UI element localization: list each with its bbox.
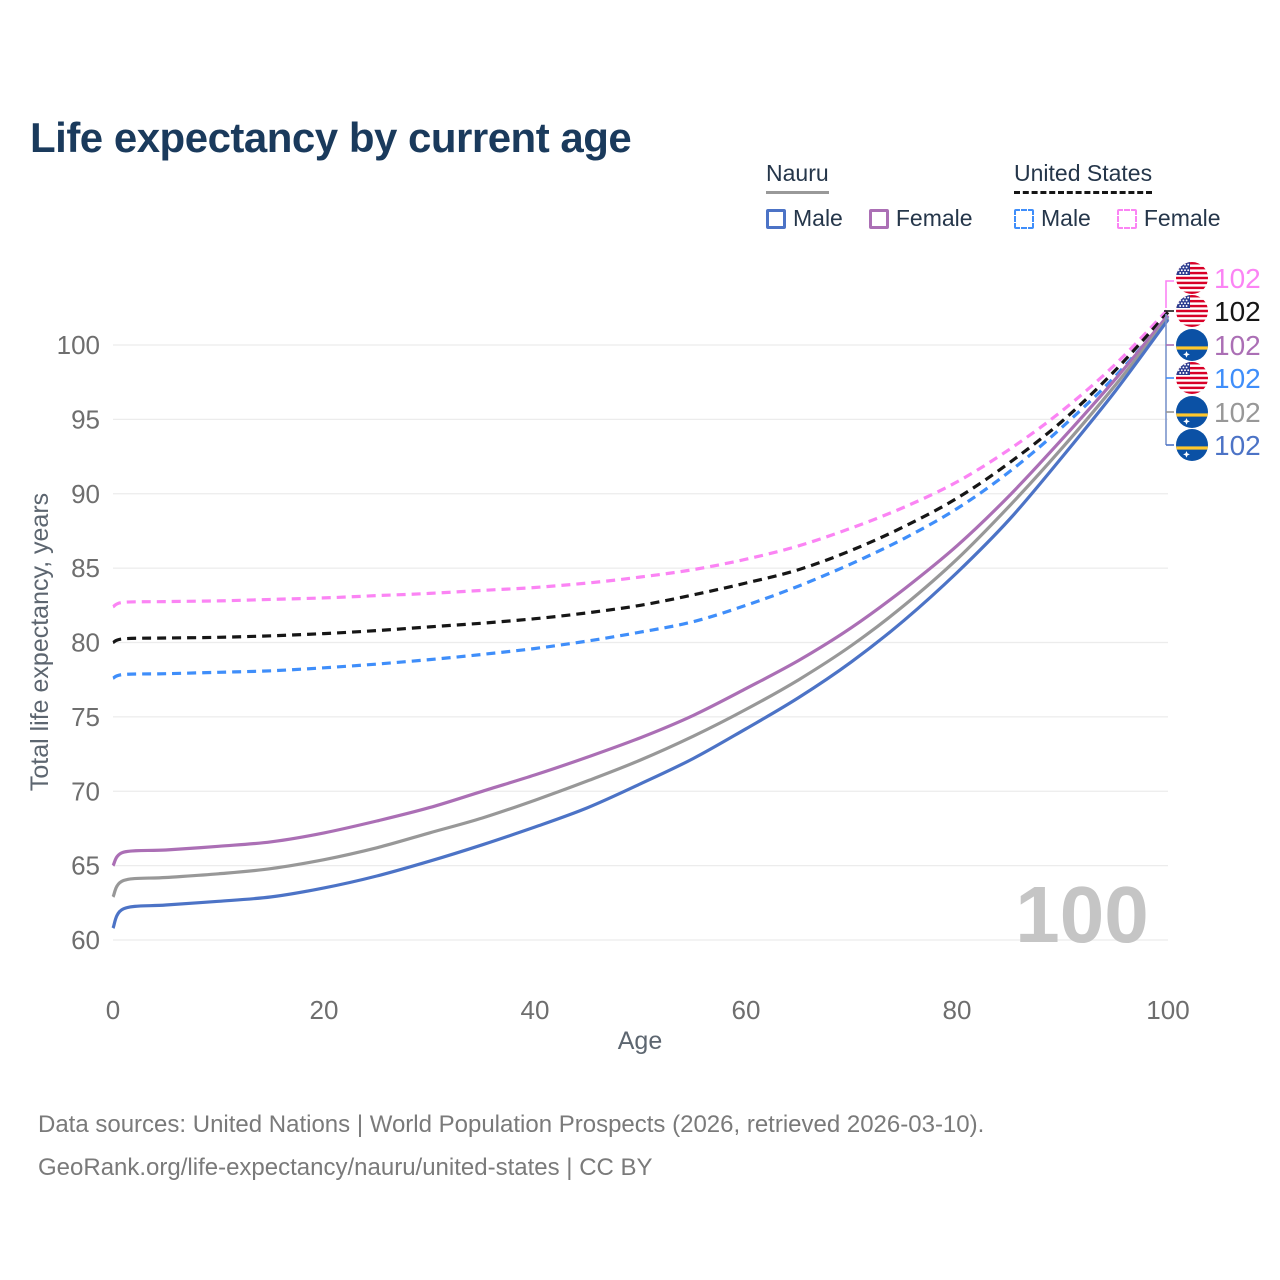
endpoint-row-us-female: 102 bbox=[1176, 262, 1261, 294]
endpoint-value: 102 bbox=[1214, 330, 1261, 361]
y-tick-label: 75 bbox=[71, 702, 100, 732]
series-line-united-states-both-sexes bbox=[112, 311, 1170, 645]
legend-label-nauru-female: Female bbox=[895, 205, 973, 231]
legend-items-nauru: Male Female bbox=[766, 205, 973, 232]
y-tick-label: 65 bbox=[71, 851, 100, 881]
nauru-male-swatch-icon bbox=[766, 208, 786, 229]
leader-us-female bbox=[1165, 280, 1174, 308]
series-line-united-states-female bbox=[112, 308, 1170, 609]
legend-label-us-male: Male bbox=[1041, 205, 1091, 231]
us-flag-icon bbox=[1176, 262, 1208, 294]
x-tick-label: 100 bbox=[1146, 995, 1189, 1025]
series-line-nauru-male bbox=[111, 318, 1170, 929]
series-line-nauru-female bbox=[111, 314, 1170, 867]
x-tick-label: 80 bbox=[943, 995, 972, 1025]
y-tick-label: 85 bbox=[71, 553, 100, 583]
legend-country-united-states[interactable]: United States bbox=[1014, 160, 1153, 194]
legend-group-nauru: Nauru Male Female bbox=[766, 160, 973, 232]
footer: Data sources: United Nations | World Pop… bbox=[38, 1103, 984, 1189]
us-flag-icon bbox=[1176, 362, 1208, 394]
nauru-flag-icon bbox=[1176, 396, 1208, 428]
nauru-female-swatch-icon bbox=[868, 208, 889, 229]
x-tick-label: 60 bbox=[732, 995, 761, 1025]
legend-label-nauru-male: Male bbox=[793, 205, 843, 231]
x-tick-label: 40 bbox=[521, 995, 550, 1025]
x-axis-title: Age bbox=[618, 1027, 662, 1055]
endpoint-labels: 102 102 102 102 102 102 bbox=[1176, 262, 1261, 461]
y-tick-label: 90 bbox=[71, 479, 100, 509]
y-tick-label: 80 bbox=[71, 628, 100, 658]
legend-label-us-female: Female bbox=[1143, 205, 1221, 231]
y-axis-title: Total life expectancy, years bbox=[26, 493, 54, 791]
age-indicator-watermark: 100 bbox=[1015, 870, 1148, 959]
y-tick-label: 95 bbox=[71, 404, 100, 434]
us-female-swatch-icon bbox=[1116, 208, 1137, 229]
legend-item-us-female[interactable]: Female bbox=[1116, 205, 1221, 232]
nauru-flag-icon bbox=[1176, 429, 1208, 461]
endpoint-value: 102 bbox=[1214, 430, 1261, 461]
nauru-flag-icon bbox=[1176, 329, 1208, 361]
series-line-nauru-both-sexes bbox=[111, 317, 1170, 898]
legend-item-us-male[interactable]: Male bbox=[1014, 205, 1091, 232]
legend-group-united-states: United States Male Female bbox=[1014, 160, 1221, 232]
endpoint-row-us-both: 102 bbox=[1176, 295, 1261, 327]
legend-items-united-states: Male Female bbox=[1014, 205, 1221, 232]
series-line-united-states-male bbox=[112, 315, 1170, 680]
x-tick-label: 0 bbox=[106, 995, 120, 1025]
y-axis-tick-labels: 60 65 70 75 80 85 90 95 100 bbox=[57, 330, 100, 955]
y-tick-label: 100 bbox=[57, 330, 100, 360]
endpoint-row-nauru-male: 102 bbox=[1176, 429, 1261, 461]
footer-data-sources: Data sources: United Nations | World Pop… bbox=[38, 1111, 985, 1138]
endpoint-row-nauru-both: 102 bbox=[1176, 396, 1261, 428]
legend-item-nauru-female[interactable]: Female bbox=[868, 205, 973, 232]
us-male-swatch-icon bbox=[1014, 208, 1034, 229]
footer-attribution-link: GeoRank.org/life-expectancy/nauru/united… bbox=[38, 1154, 653, 1181]
endpoint-value: 102 bbox=[1214, 296, 1261, 327]
endpoint-leader-lines bbox=[1164, 280, 1174, 446]
us-flag-icon bbox=[1176, 295, 1208, 327]
y-tick-label: 60 bbox=[71, 925, 100, 955]
endpoint-row-nauru-female: 102 bbox=[1176, 329, 1261, 361]
series-lines bbox=[111, 308, 1170, 929]
x-tick-label: 20 bbox=[310, 995, 339, 1025]
legend-item-nauru-male[interactable]: Male bbox=[766, 205, 843, 232]
endpoint-value: 102 bbox=[1214, 397, 1261, 428]
endpoint-row-us-male: 102 bbox=[1176, 362, 1261, 394]
page-title: Life expectancy by current age bbox=[30, 114, 632, 162]
gridlines bbox=[113, 344, 1168, 941]
endpoint-value: 102 bbox=[1214, 263, 1261, 294]
endpoint-value: 102 bbox=[1214, 363, 1261, 394]
y-tick-label: 70 bbox=[71, 776, 100, 806]
x-axis-tick-labels: 0 20 40 60 80 100 bbox=[106, 995, 1190, 1025]
legend-country-nauru[interactable]: Nauru bbox=[766, 160, 829, 194]
